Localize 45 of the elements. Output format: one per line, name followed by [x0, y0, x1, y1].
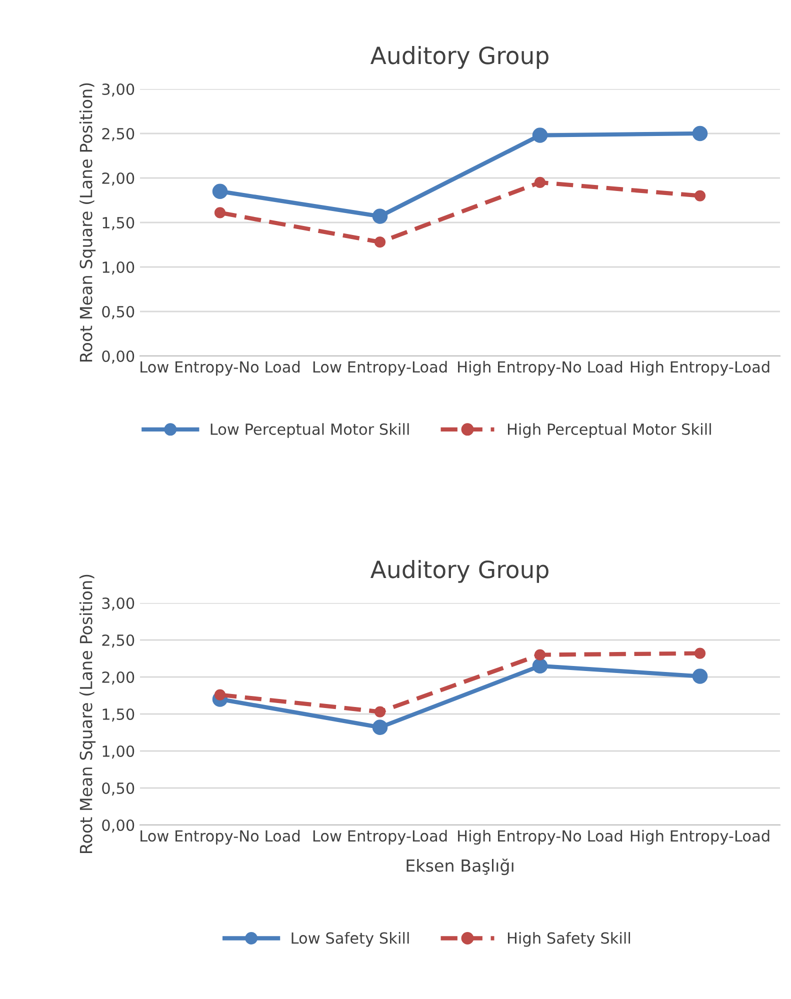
x-tick-label: High Entropy-Load — [630, 360, 770, 376]
point — [694, 190, 706, 202]
legend-label: Low Safety Skill — [292, 932, 409, 947]
y-tick-label: 3,00 — [102, 83, 134, 97]
y-axis-title: Root Mean Square (Lane Position) — [79, 83, 96, 362]
chart-title: Auditory Group — [370, 46, 548, 69]
y-tick-label: 0,50 — [102, 306, 134, 320]
y-tick-label: 0,00 — [102, 350, 134, 364]
x-tick-label: Low Entropy-Load — [313, 830, 447, 845]
x-tick-label: Low Entropy-No Load — [140, 830, 300, 845]
x-tick-label: Low Entropy-Load — [313, 360, 447, 376]
y-tick-label: 3,00 — [102, 597, 134, 611]
x-tick-label: High Entropy-No Load — [458, 360, 622, 376]
point — [534, 649, 546, 660]
y-tick-label: 0,00 — [102, 819, 134, 833]
y-tick-label: 0,50 — [102, 782, 134, 796]
y-tick-label: 2,00 — [102, 671, 134, 685]
y-tick-label: 2,50 — [102, 634, 134, 648]
x-tick-label: High Entropy-Load — [630, 830, 770, 845]
point — [694, 648, 706, 659]
point — [212, 184, 228, 199]
y-tick-label: 2,00 — [102, 172, 134, 186]
point — [214, 207, 226, 218]
point — [532, 128, 548, 143]
point — [692, 668, 708, 684]
y-tick-label: 1,00 — [102, 261, 134, 275]
point — [374, 236, 386, 248]
legend-label: High Perceptual Motor Skill — [508, 423, 711, 438]
y-tick-label: 1,50 — [102, 216, 134, 230]
point — [532, 658, 548, 674]
point — [374, 706, 386, 718]
chart-title: Auditory Group — [370, 560, 548, 583]
x-axis-title: Eksen Başlığı — [406, 858, 514, 876]
y-tick-label: 1,50 — [102, 708, 134, 722]
legend-label: Low Perceptual Motor Skill — [210, 423, 409, 438]
y-axis-title: Root Mean Square (Lane Position) — [79, 574, 96, 853]
point — [372, 720, 388, 735]
x-tick-label: Low Entropy-No Load — [140, 360, 300, 376]
x-tick-label: High Entropy-No Load — [458, 830, 622, 845]
y-tick-label: 1,00 — [102, 745, 134, 759]
point — [692, 126, 708, 142]
legend-label: High Safety Skill — [508, 932, 630, 947]
y-tick-label: 2,50 — [102, 128, 134, 142]
point — [372, 208, 388, 224]
point — [534, 176, 546, 188]
